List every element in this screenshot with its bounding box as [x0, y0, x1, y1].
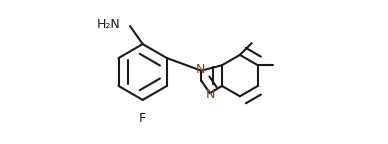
Text: N: N [196, 63, 205, 76]
Text: H₂N: H₂N [97, 18, 120, 31]
Text: N: N [206, 88, 215, 101]
Text: F: F [139, 112, 146, 126]
